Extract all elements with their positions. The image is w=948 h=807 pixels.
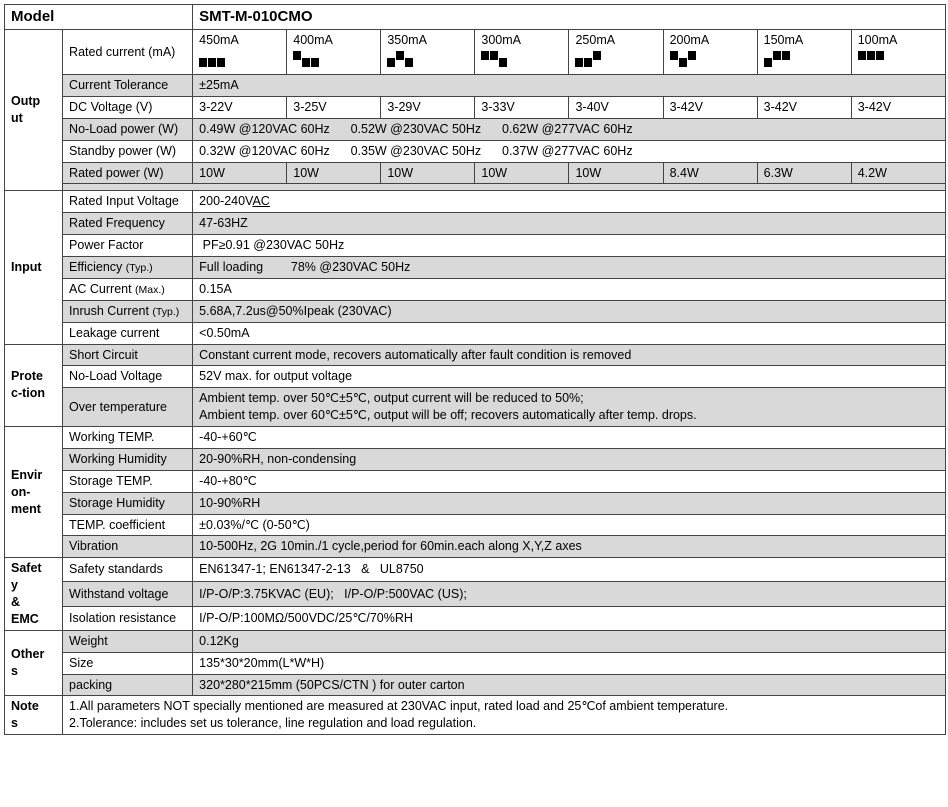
rp-0: 10W [193, 162, 287, 184]
wh-label: Working Humidity [63, 448, 193, 470]
current-col-1: 400mA [287, 30, 381, 75]
vb-label: Vibration [63, 536, 193, 558]
riv-value: 200-240VAC [193, 191, 946, 213]
wv-label: Withstand voltage [63, 582, 193, 606]
section-input: Input [5, 191, 63, 344]
rp-4: 10W [569, 162, 663, 184]
section-notes: Note s [5, 696, 63, 735]
pf-value: PF≥0.91 @230VAC 50Hz [193, 235, 946, 257]
rpower-label: Rated power (W) [63, 162, 193, 184]
nlv-value: 52V max. for output voltage [193, 366, 946, 388]
riv-label: Rated Input Voltage [63, 191, 193, 213]
w-label: Weight [63, 630, 193, 652]
dcv-2: 3-29V [381, 96, 475, 118]
dcv-0: 3-22V [193, 96, 287, 118]
acc-value: 0.15A [193, 278, 946, 300]
pf-label: Power Factor [63, 235, 193, 257]
rp-3: 10W [475, 162, 569, 184]
section-environment: Envir on- ment [5, 427, 63, 558]
standby-label: Standby power (W) [63, 140, 193, 162]
tol-label: Current Tolerance [63, 75, 193, 97]
model-label: Model [5, 5, 193, 30]
current-col-5: 200mA [663, 30, 757, 75]
noload-label: No-Load power (W) [63, 118, 193, 140]
tol-value: ±25mA [193, 75, 946, 97]
wv-value: I/P-O/P:3.75KVAC (EU); I/P-O/P:500VAC (U… [193, 582, 946, 606]
lc-value: <0.50mA [193, 322, 946, 344]
standby-value: 0.32W @120VAC 60Hz 0.35W @230VAC 50Hz 0.… [193, 140, 946, 162]
sh-value: 10-90%RH [193, 492, 946, 514]
vb-value: 10-500Hz, 2G 10min./1 cycle,period for 6… [193, 536, 946, 558]
section-others: Other s [5, 630, 63, 696]
current-col-2: 350mA [381, 30, 475, 75]
current-col-3: 300mA [475, 30, 569, 75]
dcv-4: 3-40V [569, 96, 663, 118]
notes-value: 1.All parameters NOT specially mentioned… [63, 696, 946, 735]
w-value: 0.12Kg [193, 630, 946, 652]
current-col-6: 150mA [757, 30, 851, 75]
st-label: Storage TEMP. [63, 470, 193, 492]
wh-value: 20-90%RH, non-condensing [193, 448, 946, 470]
current-col-7: 100mA [851, 30, 945, 75]
pk-value: 320*280*215mm (50PCS/CTN ) for outer car… [193, 674, 946, 696]
dcv-5: 3-42V [663, 96, 757, 118]
rp-6: 6.3W [757, 162, 851, 184]
eff-value: Full loading 78% @230VAC 50Hz [193, 257, 946, 279]
section-output: Outp ut [5, 30, 63, 191]
dcv-7: 3-42V [851, 96, 945, 118]
ss-value: EN61347-1; EN61347-2-13 & UL8750 [193, 558, 946, 582]
ot-value: Ambient temp. over 50℃±5℃, output curren… [193, 388, 946, 427]
sc-label: Short Circuit [63, 344, 193, 366]
dcv-6: 3-42V [757, 96, 851, 118]
rated-current-label: Rated current (mA) [63, 30, 193, 75]
rp-5: 8.4W [663, 162, 757, 184]
current-col-0: 450mA [193, 30, 287, 75]
rf-value: 47-63HZ [193, 213, 946, 235]
ir-value: I/P-O/P:100MΩ/500VDC/25℃/70%RH [193, 606, 946, 630]
rp-1: 10W [287, 162, 381, 184]
lc-label: Leakage current [63, 322, 193, 344]
inr-value: 5.68A,7.2us@50%Ipeak (230VAC) [193, 300, 946, 322]
nlv-label: No-Load Voltage [63, 366, 193, 388]
sh-label: Storage Humidity [63, 492, 193, 514]
current-col-4: 250mA [569, 30, 663, 75]
eff-label: Efficiency (Typ.) [63, 257, 193, 279]
tc-value: ±0.03%/℃ (0-50℃) [193, 514, 946, 536]
pk-label: packing [63, 674, 193, 696]
wt-label: Working TEMP. [63, 427, 193, 449]
rp-2: 10W [381, 162, 475, 184]
dcv-3: 3-33V [475, 96, 569, 118]
section-safety: Safet y & EMC [5, 558, 63, 631]
rp-7: 4.2W [851, 162, 945, 184]
acc-label: AC Current (Max.) [63, 278, 193, 300]
st-value: -40-+80℃ [193, 470, 946, 492]
sz-label: Size [63, 652, 193, 674]
model-value: SMT-M-010CMO [193, 5, 946, 30]
dcv-label: DC Voltage (V) [63, 96, 193, 118]
spec-table: Model SMT-M-010CMO Outp ut Rated current… [4, 4, 946, 735]
ot-label: Over temperature [63, 388, 193, 427]
tc-label: TEMP. coefficient [63, 514, 193, 536]
sz-value: 135*30*20mm(L*W*H) [193, 652, 946, 674]
dcv-1: 3-25V [287, 96, 381, 118]
wt-value: -40-+60℃ [193, 427, 946, 449]
noload-value: 0.49W @120VAC 60Hz 0.52W @230VAC 50Hz 0.… [193, 118, 946, 140]
rf-label: Rated Frequency [63, 213, 193, 235]
section-protection: Prote c-tion [5, 344, 63, 427]
ir-label: Isolation resistance [63, 606, 193, 630]
inr-label: Inrush Current (Typ.) [63, 300, 193, 322]
divider [63, 184, 946, 191]
ss-label: Safety standards [63, 558, 193, 582]
sc-value: Constant current mode, recovers automati… [193, 344, 946, 366]
